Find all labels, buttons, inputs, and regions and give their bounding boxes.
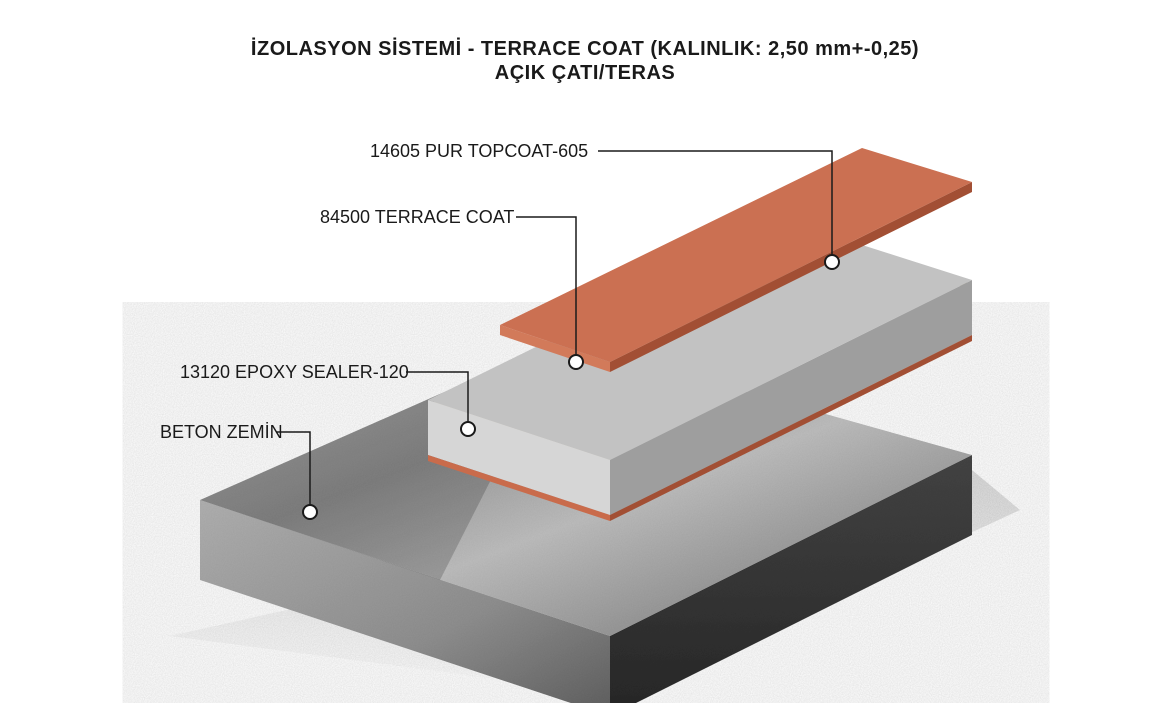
label-concrete: BETON ZEMİN — [160, 422, 283, 443]
marker-terrace — [569, 355, 583, 369]
marker-topcoat — [825, 255, 839, 269]
marker-sealer — [461, 422, 475, 436]
label-terrace: 84500 TERRACE COAT — [320, 207, 514, 228]
layer-diagram — [0, 0, 1170, 703]
label-topcoat: 14605 PUR TOPCOAT-605 — [370, 141, 588, 162]
label-sealer: 13120 EPOXY SEALER-120 — [180, 362, 409, 383]
marker-concrete — [303, 505, 317, 519]
